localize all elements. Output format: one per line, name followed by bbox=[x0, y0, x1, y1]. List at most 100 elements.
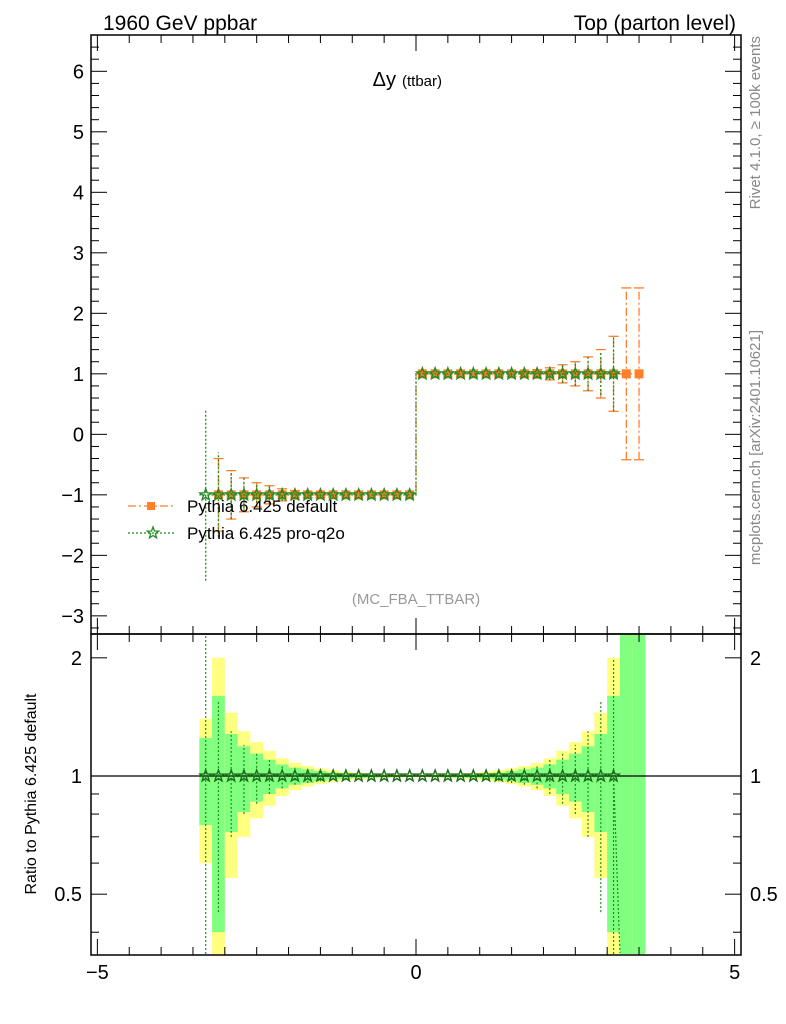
data-point-star bbox=[516, 365, 532, 381]
ratio-point-star bbox=[567, 767, 583, 783]
data-point-star bbox=[567, 365, 583, 381]
ratio-y-tick-label: 2 bbox=[71, 648, 82, 670]
main-panel: 6 5 4 3 2 1 0 −1 −2 −3 bbox=[61, 34, 742, 635]
data-point-square bbox=[481, 369, 491, 379]
data-point-star bbox=[198, 486, 214, 502]
ratio-panel: −5 0 5 2 2 1 1 0.5 0.5 bbox=[54, 35, 778, 984]
data-point-star bbox=[529, 365, 545, 381]
data-point-star bbox=[223, 486, 239, 502]
main-y-tick-label: 4 bbox=[73, 182, 84, 204]
series-pro-q2o bbox=[198, 336, 622, 581]
data-point-star bbox=[376, 486, 392, 502]
analysis-label: (MC_FBA_TTBAR) bbox=[352, 591, 480, 608]
main-y-tick-label: 1 bbox=[73, 364, 84, 386]
ratio-bands bbox=[199, 635, 646, 954]
ratio-point-star bbox=[210, 767, 227, 783]
data-point-square bbox=[634, 369, 644, 379]
header-right: Top (parton level) bbox=[574, 12, 736, 35]
ratio-point-star bbox=[274, 767, 290, 783]
data-point-star bbox=[554, 365, 571, 381]
ratio-point-star bbox=[478, 767, 494, 783]
ratio-band-inner bbox=[619, 635, 633, 954]
legend-label-pro-q2o: Pythia 6.425 pro-q2o bbox=[187, 524, 345, 543]
data-point-star bbox=[287, 486, 303, 502]
ratio-point-star bbox=[542, 767, 558, 783]
ratio-point-star bbox=[261, 767, 278, 783]
main-y-ticks: 6 5 4 3 2 1 0 −1 −2 −3 bbox=[61, 46, 741, 629]
legend-entry-pro-q2o: Pythia 6.425 pro-q2o bbox=[128, 524, 345, 543]
ratio-point-star bbox=[529, 767, 545, 783]
data-point-square bbox=[621, 369, 631, 379]
header-left: 1960 GeV ppbar bbox=[103, 12, 257, 35]
data-point-star bbox=[605, 365, 622, 381]
series-line bbox=[212, 373, 646, 496]
data-point-star bbox=[542, 365, 558, 381]
data-point-star bbox=[593, 365, 609, 381]
data-point-star bbox=[338, 486, 354, 502]
data-point-star bbox=[414, 365, 431, 381]
ratio-point-star bbox=[312, 767, 329, 783]
legend-marker-square bbox=[147, 502, 155, 510]
main-y-tick-label: −1 bbox=[61, 485, 84, 507]
main-y-tick-label: 3 bbox=[73, 243, 84, 265]
data-point-square bbox=[456, 369, 466, 379]
ratio-point-star bbox=[198, 767, 214, 783]
ratio-point-star bbox=[401, 767, 418, 783]
legend-entry-default: Pythia 6.425 default bbox=[128, 497, 338, 516]
data-point-star bbox=[363, 486, 380, 502]
ratio-point-star bbox=[580, 767, 596, 783]
ratio-point-star bbox=[363, 767, 380, 783]
data-point-square bbox=[545, 369, 555, 379]
ratio-point-star bbox=[376, 767, 392, 783]
plot-title-sub: (ttbar) bbox=[402, 73, 442, 90]
series-line bbox=[199, 373, 620, 496]
main-frame bbox=[90, 34, 742, 635]
data-point-star bbox=[427, 365, 443, 381]
data-point-star bbox=[401, 486, 418, 502]
ratio-point-star bbox=[325, 767, 341, 783]
data-point-square bbox=[354, 490, 364, 500]
data-point-star bbox=[478, 365, 494, 381]
ratio-point-star bbox=[605, 767, 622, 783]
data-point-star bbox=[503, 365, 520, 381]
ratio-band-inner bbox=[212, 695, 225, 933]
data-point-star bbox=[249, 486, 265, 502]
ratio-ylabel: Ratio to Pythia 6.425 default bbox=[23, 693, 40, 895]
data-point-star bbox=[389, 486, 405, 502]
ratio-series-pro-q2o bbox=[198, 635, 622, 954]
ratio-point-star bbox=[491, 767, 507, 783]
ratio-point-star bbox=[351, 767, 367, 783]
data-point-star bbox=[312, 486, 329, 502]
ratio-band-inner bbox=[632, 635, 646, 954]
data-point-square bbox=[405, 490, 415, 500]
data-point-star bbox=[274, 486, 290, 502]
legend-marker-star bbox=[145, 525, 161, 540]
data-point-star bbox=[236, 486, 252, 502]
ratio-y-tick-label-right: 2 bbox=[750, 648, 761, 670]
data-point-star bbox=[261, 486, 278, 502]
ratio-point-star bbox=[427, 767, 443, 783]
main-y-tick-label: 6 bbox=[73, 61, 84, 83]
ratio-point-star bbox=[503, 767, 520, 783]
x-tick-label: 5 bbox=[729, 962, 740, 984]
ratio-y-ticks: 2 2 1 1 0.5 0.5 bbox=[54, 648, 778, 933]
main-y-tick-label: 0 bbox=[73, 424, 84, 446]
data-point-star bbox=[210, 486, 227, 502]
ratio-point-star bbox=[287, 767, 303, 783]
main-y-tick-label: −3 bbox=[61, 606, 84, 628]
ratio-point-star bbox=[414, 767, 431, 783]
x-tick-label: 0 bbox=[410, 962, 421, 984]
data-point-star bbox=[452, 365, 469, 381]
data-point-square bbox=[519, 369, 529, 379]
ratio-point-star bbox=[223, 767, 239, 783]
data-point-star bbox=[580, 365, 596, 381]
data-point-square bbox=[277, 490, 287, 500]
ratio-point-star bbox=[516, 767, 532, 783]
ratio-point-star bbox=[452, 767, 469, 783]
data-point-star bbox=[351, 486, 367, 502]
data-point-star bbox=[325, 486, 341, 502]
main-y-tick-label: 2 bbox=[73, 303, 84, 325]
ratio-point-star bbox=[554, 767, 571, 783]
legend: Pythia 6.425 default Pythia 6.425 pro-q2… bbox=[128, 497, 345, 543]
